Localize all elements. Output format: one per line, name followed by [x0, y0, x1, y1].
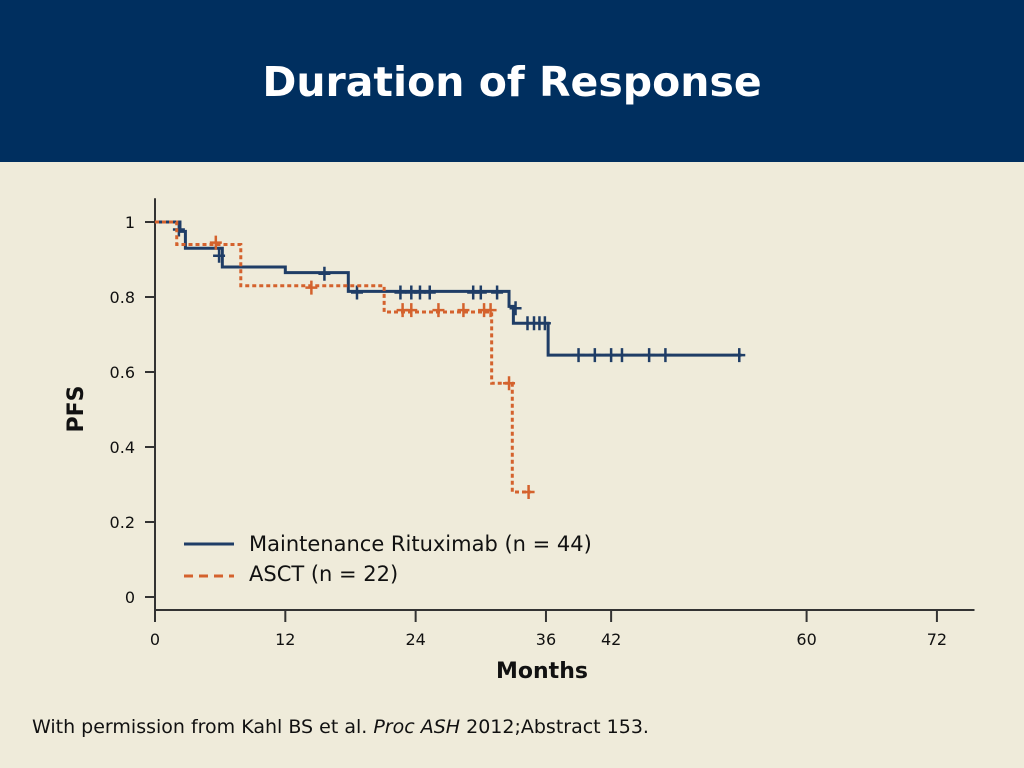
- censor-mark-rituximab: [474, 285, 487, 300]
- censor-mark-rituximab: [423, 285, 436, 300]
- chart-legend: Maintenance Rituximab (n = 44) ASCT (n =…: [184, 532, 592, 586]
- x-tick-label: 24: [405, 630, 425, 649]
- legend-label-asct: ASCT (n = 22): [249, 562, 398, 586]
- x-tick-label: 36: [536, 630, 556, 649]
- censor-mark-rituximab: [213, 248, 226, 263]
- censor-mark-asct: [503, 376, 516, 391]
- km-curve-asct: [155, 220, 531, 494]
- censor-mark-rituximab: [350, 285, 363, 300]
- x-tick-label: 60: [796, 630, 816, 649]
- censor-mark-rituximab: [643, 348, 656, 363]
- chart-ticks: 0 0.2 0.4 0.6 0.8 1 0 12 24 36 42 60 72: [110, 213, 948, 649]
- censor-mark-rituximab: [605, 348, 618, 363]
- legend-label-rituximab: Maintenance Rituximab (n = 44): [249, 532, 592, 556]
- censor-mark-asct: [432, 303, 445, 318]
- chart-curves: [155, 220, 746, 499]
- x-tick-label: 0: [150, 630, 160, 649]
- y-tick-label: 1: [125, 213, 135, 232]
- header-bar: [0, 0, 1024, 162]
- censor-mark-rituximab: [733, 348, 746, 363]
- censor-mark-rituximab: [659, 348, 672, 363]
- censor-mark-rituximab: [615, 348, 628, 363]
- km-curve-rituximab: [155, 220, 742, 357]
- censor-mark-rituximab: [394, 285, 407, 300]
- caption-citation: 2012;Abstract 153.: [460, 716, 649, 738]
- y-tick-label: 0: [125, 588, 135, 607]
- censor-mark-asct: [522, 485, 535, 499]
- censor-mark-rituximab: [491, 285, 504, 300]
- x-tick-label: 12: [275, 630, 295, 649]
- y-tick-label: 0.6: [110, 363, 135, 382]
- x-tick-label: 42: [601, 630, 621, 649]
- caption-journal: Proc ASH: [373, 716, 461, 738]
- censor-mark-rituximab: [572, 348, 585, 363]
- censor-mark-asct: [457, 303, 470, 318]
- censor-mark-rituximab: [172, 222, 185, 237]
- censor-mark-asct: [484, 303, 497, 318]
- x-axis-label: Months: [496, 659, 588, 684]
- caption-text: With permission from Kahl BS et al.: [32, 716, 374, 738]
- y-tick-label: 0.4: [110, 438, 135, 457]
- censor-mark-rituximab: [538, 316, 551, 331]
- censor-mark-rituximab: [318, 266, 331, 281]
- y-tick-label: 0.2: [110, 513, 135, 532]
- censor-mark-asct: [305, 280, 318, 295]
- censor-mark-rituximab: [509, 301, 522, 316]
- chart-axes: [154, 198, 975, 611]
- censor-mark-asct: [405, 303, 418, 318]
- source-caption: With permission from Kahl BS et al. Proc…: [32, 716, 649, 738]
- censor-mark-asct: [209, 235, 222, 250]
- slide-title: Duration of Response: [262, 58, 762, 106]
- y-axis-label: PFS: [64, 386, 89, 433]
- y-tick-label: 0.8: [110, 288, 135, 307]
- censor-mark-rituximab: [588, 348, 601, 363]
- x-tick-label: 72: [927, 630, 947, 649]
